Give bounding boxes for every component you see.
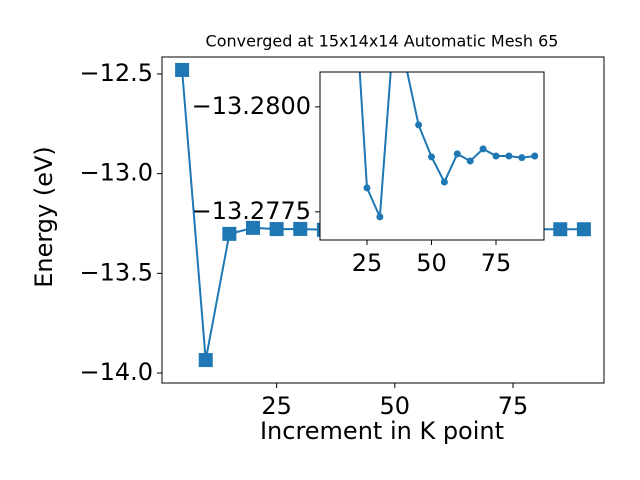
marker [427,153,435,161]
marker [466,157,474,165]
chart-title: Converged at 15x14x14 Automatic Mesh 65 [206,32,559,51]
x-tick-label: 75 [498,392,529,420]
marker [376,213,384,221]
marker [518,154,526,162]
axes-frame [319,71,545,241]
marker [479,145,487,153]
y-tick-label: −13.2800 [192,92,311,120]
marker [492,152,500,160]
x-tick-label: 50 [380,392,411,420]
marker [440,178,448,186]
x-tick-label: 50 [416,249,447,277]
y-tick-label: −13.5 [79,258,153,286]
x-tick-label: 25 [261,392,292,420]
marker [198,353,213,368]
x-tick-label: 25 [352,249,383,277]
y-axis-label: Energy (eV) [30,146,58,288]
y-tick-label: −13.2775 [192,197,311,225]
plot-area [358,72,539,221]
marker [269,222,284,237]
marker [453,150,461,158]
y-tick-label: −14.0 [79,358,153,386]
marker [531,152,539,160]
marker [415,121,423,129]
axes-frame [161,56,605,384]
marker [576,222,591,237]
marker [222,226,237,241]
marker [553,222,568,237]
marker [363,184,371,192]
y-tick-label: −13.0 [79,159,153,187]
marker [246,220,260,235]
marker [505,152,513,160]
marker [175,62,190,77]
x-axis-label: Increment in K point [260,417,504,445]
marker [293,221,308,236]
x-tick-label: 75 [481,249,512,277]
y-tick-label: −12.5 [79,59,153,87]
